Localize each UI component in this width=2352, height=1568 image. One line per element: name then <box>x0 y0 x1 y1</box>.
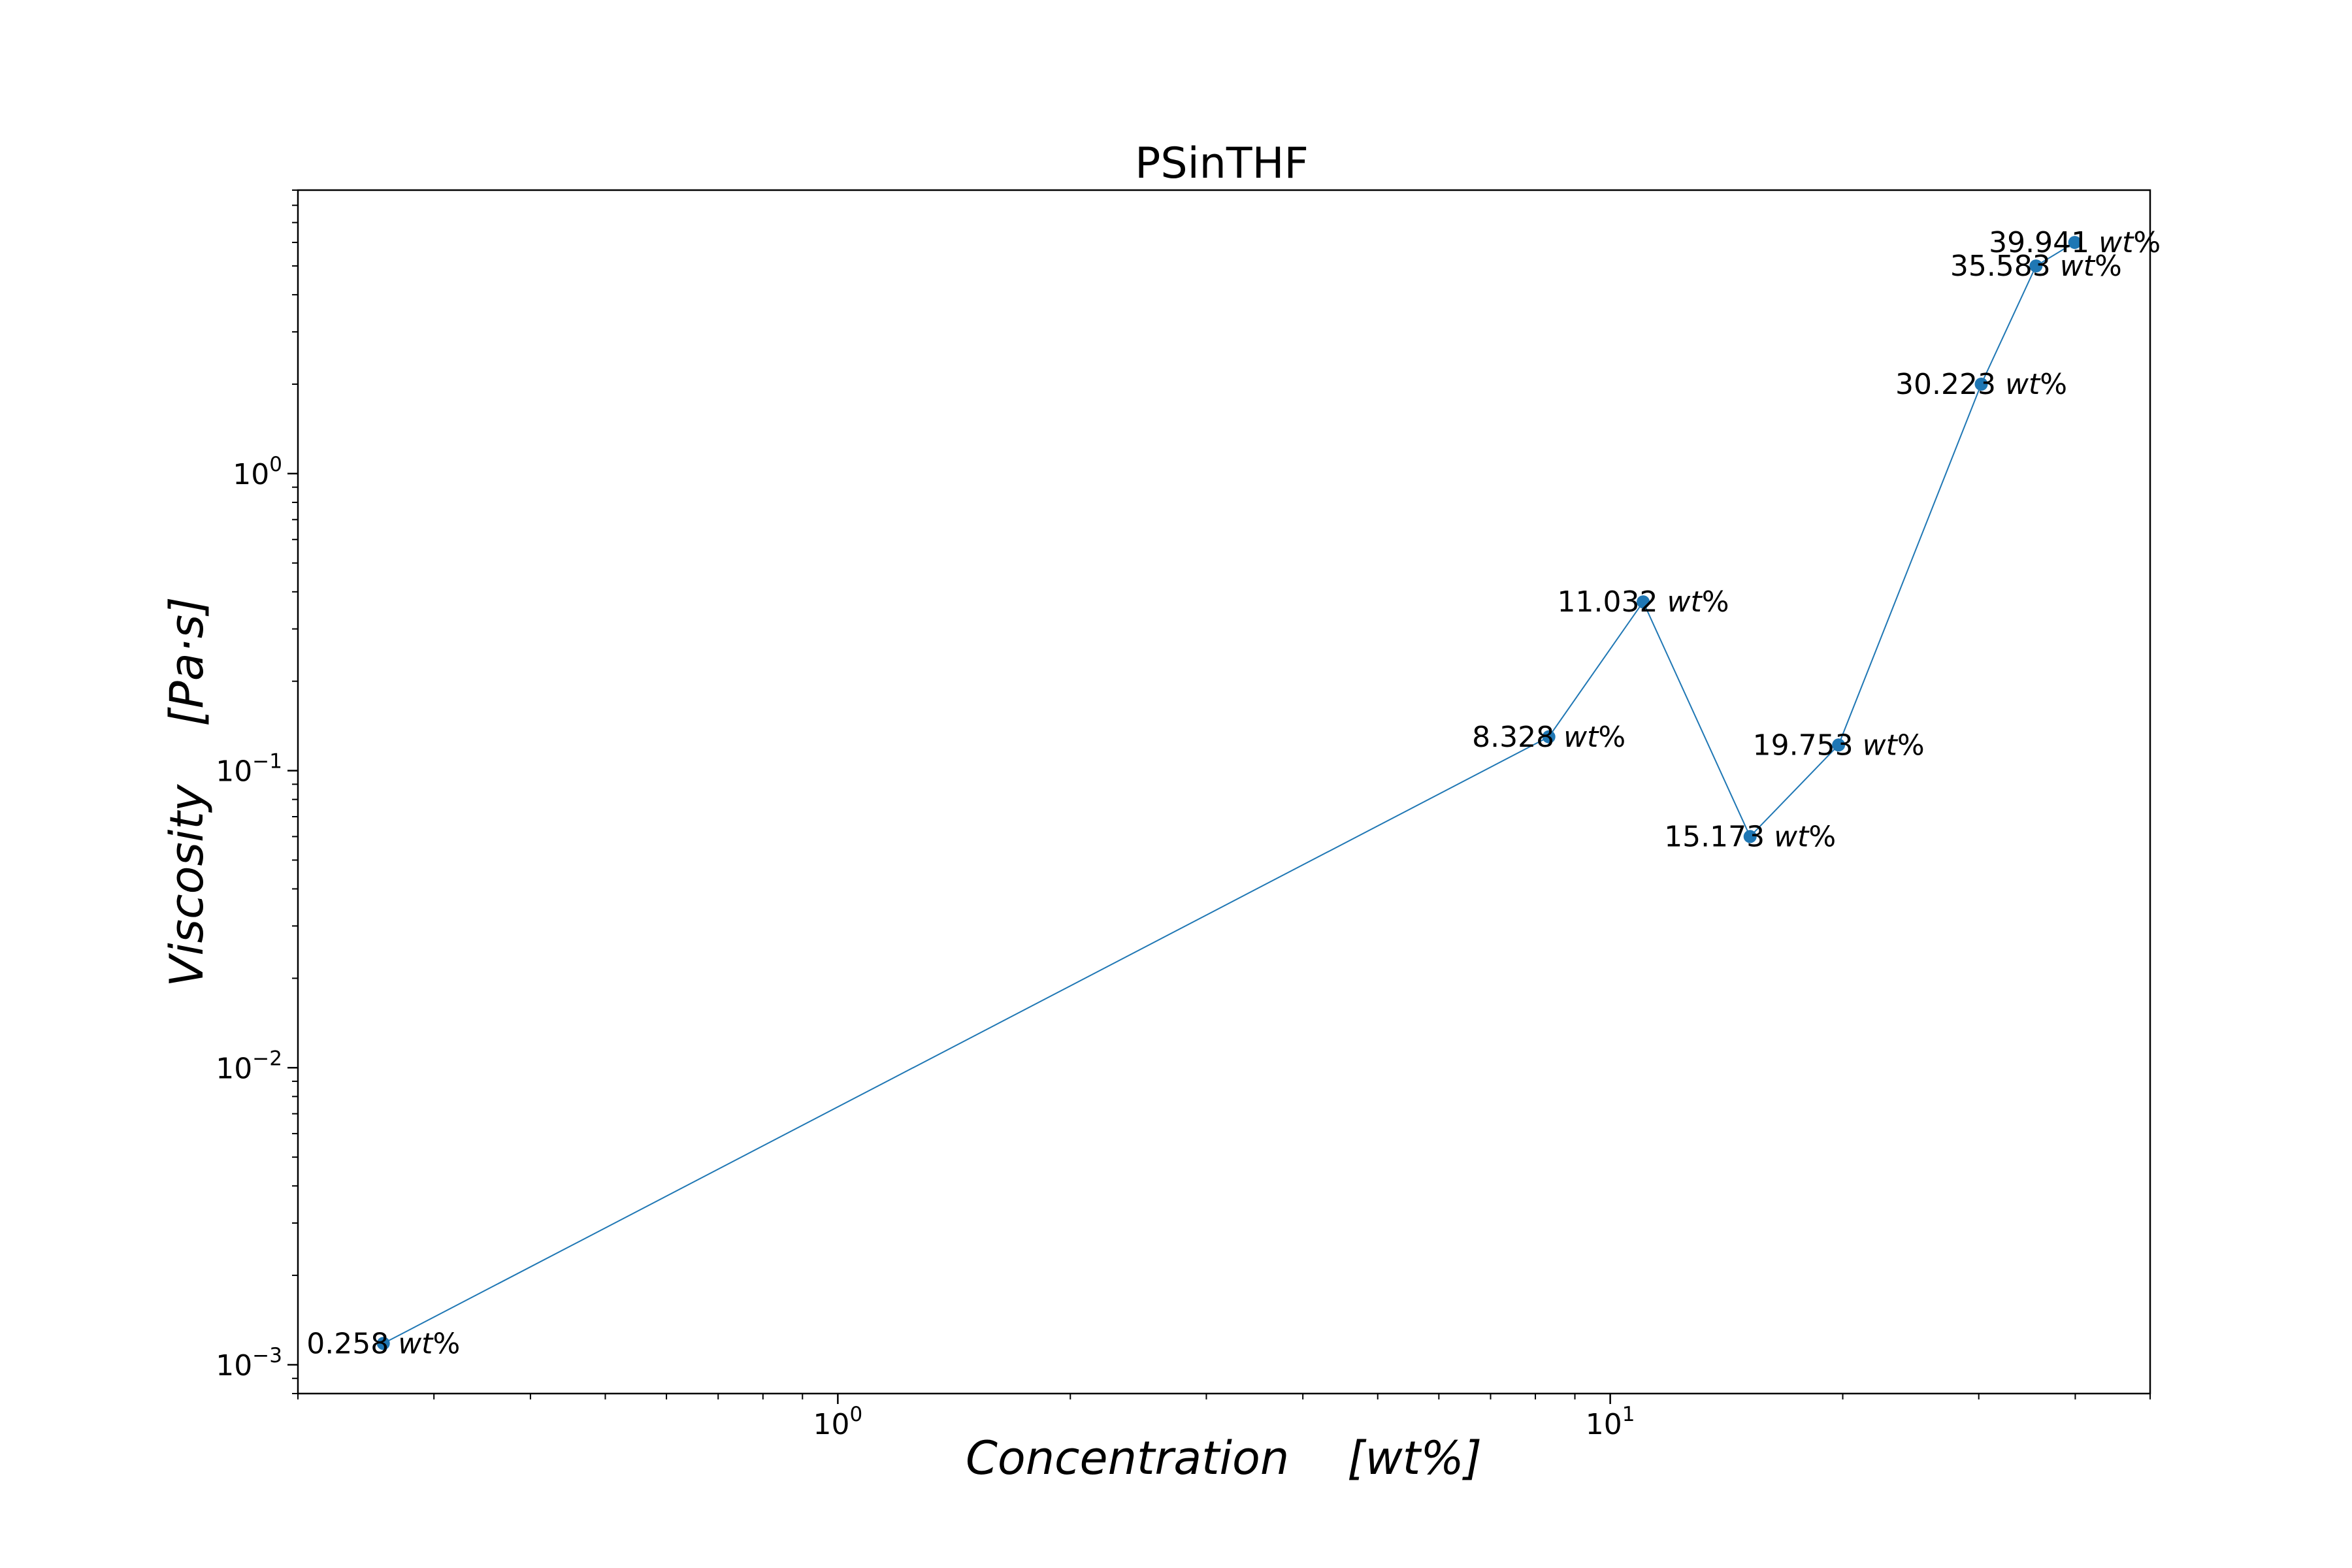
series-line <box>383 242 2076 1345</box>
data-point <box>1542 730 1556 743</box>
point-labels: 0.258 wt% 8.328 wt% 11.032 wt% 15.173 wt% 19… <box>306 226 2161 1360</box>
data-point <box>1974 378 1988 391</box>
plot-frame <box>297 189 2151 1395</box>
data-point-label: 0.258 wt% <box>306 1327 460 1360</box>
data-point-label: 19.753 wt% <box>1753 728 1925 762</box>
data-point-label: 8.328 wt% <box>1472 721 1625 754</box>
x-axis-label: Concentration [wt%] <box>966 1431 1482 1485</box>
x-tick-label: 101 <box>1586 1403 1635 1441</box>
y-tick-label: 10−3 <box>216 1344 282 1382</box>
y-tick-label: 100 <box>233 453 282 491</box>
data-point <box>1743 830 1757 843</box>
data-point <box>1637 595 1650 609</box>
data-point <box>2029 259 2043 273</box>
y-tick-label: 10−1 <box>216 750 282 789</box>
chart-title: PSinTHF <box>1135 139 1309 188</box>
data-point-label: 15.173 wt% <box>1664 820 1836 853</box>
x-tick-label: 100 <box>813 1403 863 1441</box>
y-minor-ticks <box>292 189 298 1394</box>
x-minor-ticks <box>297 1394 2151 1399</box>
x-axis-ticks: 100 101 <box>813 1394 1635 1441</box>
y-tick-label: 10−2 <box>216 1047 282 1085</box>
data-point <box>2068 236 2082 250</box>
series-group <box>376 236 2082 1350</box>
data-point <box>376 1337 390 1350</box>
y-axis-label: Viscosity [Pa·s] <box>160 596 214 987</box>
data-point-label: 39.941 wt% <box>1989 226 2161 259</box>
data-point-label: 35.583 wt% <box>1950 250 2122 283</box>
data-point-label: 11.032 wt% <box>1558 585 1729 619</box>
data-point-label: 30.223 wt% <box>1895 368 2067 401</box>
data-point <box>1832 738 1846 752</box>
y-axis-ticks: 10−3 10−2 10−1 100 <box>216 453 298 1382</box>
